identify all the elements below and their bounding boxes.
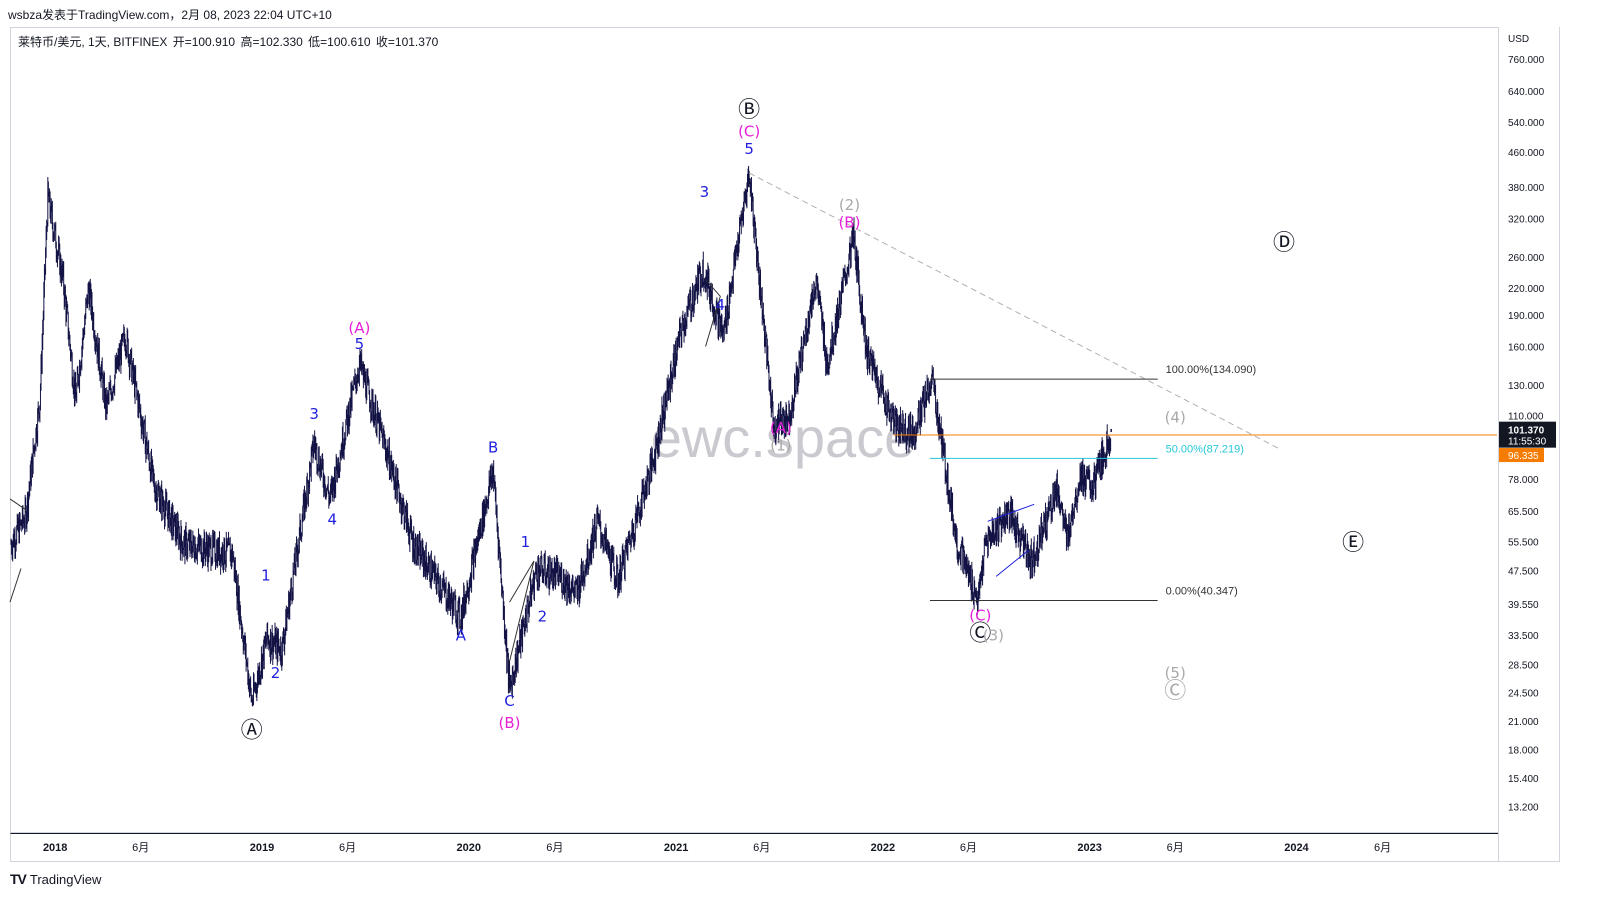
price-tick-label: 160.000 — [1508, 343, 1545, 354]
price-tick-label: 110.000 — [1508, 412, 1544, 423]
fib-level-label: 0.00%(40.347) — [1166, 586, 1238, 598]
time-tick-label: 2018 — [43, 842, 67, 854]
price-tick-label: 78.000 — [1508, 475, 1539, 486]
time-tick-label: 2022 — [871, 842, 895, 854]
wedge-drawing — [509, 560, 535, 662]
price-tick-label: 130.000 — [1508, 381, 1545, 392]
price-tick-label: 24.500 — [1508, 689, 1539, 700]
wave-label: (1) — [770, 437, 791, 455]
tradingview-logo-icon: ТV — [10, 871, 27, 887]
wave-label: Ⓔ — [1342, 531, 1364, 556]
price-axis-unit: USD — [1508, 34, 1529, 45]
price-tick-label: 28.500 — [1508, 661, 1539, 672]
alt-price-box — [1499, 448, 1544, 463]
price-tick-label: 21.000 — [1508, 717, 1539, 728]
last-price-label: 101.370 — [1508, 426, 1545, 437]
price-tick-label: 220.000 — [1508, 284, 1545, 295]
wave-label: (B) — [499, 714, 521, 732]
wave-label: 3 — [309, 405, 319, 423]
wave-label: 1 — [521, 533, 531, 551]
edge-drawing — [9, 498, 27, 511]
channel-line — [995, 549, 1029, 577]
symbol-legend: 莱特币/美元, 1天, BITFINEX 开=100.910 高=102.330… — [18, 33, 440, 50]
last-price-box — [1499, 421, 1556, 448]
price-tick-label: 760.000 — [1508, 55, 1545, 66]
price-tick-label: 13.200 — [1508, 803, 1539, 814]
wave-label: 1 — [261, 566, 271, 584]
time-tick-label: 6月 — [1374, 842, 1391, 854]
price-tick-label: 65.500 — [1508, 507, 1539, 518]
wave-label: B — [488, 439, 498, 457]
wave-label: 2 — [538, 608, 548, 626]
wave-label: Ⓓ — [1273, 231, 1295, 256]
footer-brand-text: TradingView — [29, 871, 102, 887]
wave-label: Ⓐ — [241, 718, 263, 743]
chart-pane[interactable] — [10, 27, 1498, 833]
time-tick-label: 6月 — [1167, 842, 1184, 854]
low-value: 低=100.610 — [308, 35, 371, 49]
symbol-name[interactable]: 莱特币/美元, 1天, BITFINEX — [18, 35, 168, 49]
wave-label: Ⓒ — [1164, 679, 1186, 704]
price-axis[interactable] — [1498, 27, 1560, 862]
time-tick-label: 2021 — [664, 842, 688, 854]
publish-info: wsbza发表于TradingView.com，2月 08, 2023 22:0… — [8, 8, 332, 22]
wave-label: (2) — [839, 196, 860, 214]
wave-label: (B) — [838, 214, 860, 232]
time-tick-label: 6月 — [753, 842, 770, 854]
wave-label: 2 — [271, 664, 281, 682]
wave-label: (C) — [969, 607, 991, 625]
fib-level-label: 50.00%(87.219) — [1166, 443, 1244, 455]
time-tick-label: 2019 — [250, 842, 274, 854]
price-tick-label: 320.000 — [1508, 215, 1545, 226]
wave-label: A — [456, 626, 467, 644]
channel-line — [987, 503, 1035, 522]
price-tick-label: 540.000 — [1508, 118, 1545, 129]
price-tick-label: 380.000 — [1508, 183, 1545, 194]
wave-label: 5 — [355, 335, 365, 353]
time-tick-label: 2023 — [1077, 842, 1101, 854]
wave-label: (4) — [1165, 408, 1186, 426]
open-value: 开=100.910 — [172, 35, 236, 49]
price-tick-label: 55.500 — [1508, 538, 1539, 549]
wave-label: 3 — [700, 183, 710, 201]
time-tick-label: 6月 — [132, 842, 149, 854]
wave-label: 4 — [327, 510, 337, 528]
wave-label: 4 — [716, 296, 726, 314]
countdown-label: 11:55:30 — [1508, 437, 1547, 448]
wave-label: Ⓑ — [738, 98, 760, 123]
price-tick-label: 33.500 — [1508, 631, 1539, 642]
alt-price-label: 96.335 — [1508, 451, 1539, 462]
price-tick-label: 190.000 — [1508, 311, 1545, 322]
wave-label: (A) — [348, 319, 370, 337]
price-tick-label: 47.500 — [1508, 566, 1539, 577]
price-tick-label: 39.550 — [1508, 600, 1539, 611]
wave-label: (C) — [738, 122, 760, 140]
time-tick-label: 2020 — [457, 842, 481, 854]
price-tick-label: 460.000 — [1508, 148, 1545, 159]
wedge-drawing — [705, 279, 721, 347]
wave-label: (A) — [770, 419, 792, 437]
time-tick-label: 6月 — [339, 842, 356, 854]
wave-label: 5 — [744, 140, 754, 158]
price-tick-label: 18.000 — [1508, 745, 1539, 756]
edge-drawing — [9, 568, 22, 603]
price-tick-label: 15.400 — [1508, 774, 1539, 785]
wave-label: (5) — [1165, 664, 1186, 682]
wave-label: Ⓒ — [969, 621, 991, 646]
time-tick-label: 2024 — [1284, 842, 1309, 854]
time-tick-label: 6月 — [960, 842, 977, 854]
fib-level-label: 100.00%(134.090) — [1166, 364, 1257, 376]
wave-label: (3) — [983, 626, 1004, 644]
time-tick-label: 6月 — [546, 842, 563, 854]
high-value: 高=102.330 — [240, 35, 303, 49]
price-tick-label: 640.000 — [1508, 87, 1545, 98]
wave-label: C — [504, 692, 514, 710]
footer-branding[interactable]: ТV TradingView — [10, 871, 101, 887]
price-tick-label: 260.000 — [1508, 253, 1545, 264]
time-axis[interactable] — [10, 833, 1498, 862]
close-value: 收=101.370 — [375, 35, 439, 49]
